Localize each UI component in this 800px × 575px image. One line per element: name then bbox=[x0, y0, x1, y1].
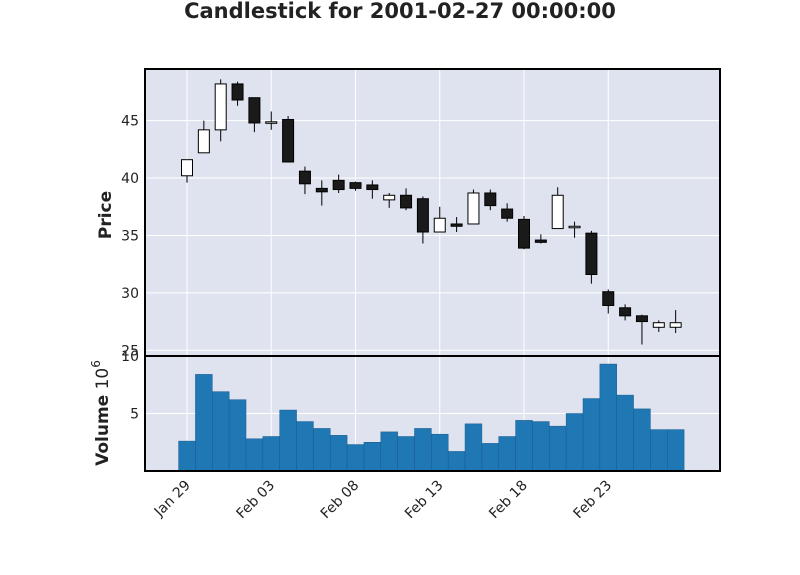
candle-body bbox=[416, 198, 429, 233]
volume-bar bbox=[431, 433, 449, 472]
volume-bar bbox=[582, 398, 601, 472]
candle-body bbox=[248, 97, 261, 124]
volume-bar bbox=[532, 421, 550, 472]
x-tick-label: Feb 18 bbox=[486, 478, 531, 523]
candle-body bbox=[467, 192, 480, 225]
volume-panel-border bbox=[144, 355, 721, 472]
x-tick-label: Jan 29 bbox=[151, 478, 194, 521]
volume-bar bbox=[195, 374, 213, 472]
price-axis-label: Price bbox=[96, 191, 116, 239]
candle-body bbox=[585, 232, 598, 275]
volume-bar bbox=[481, 443, 499, 472]
candle-body bbox=[332, 179, 345, 191]
volume-tick-label: 5 bbox=[130, 407, 139, 423]
x-tick-label: Feb 23 bbox=[570, 478, 615, 523]
candle-body bbox=[181, 159, 193, 177]
chart-title: Candlestick for 2001-02-27 00:00:00 bbox=[184, 0, 616, 23]
candle-body bbox=[669, 322, 682, 328]
price-tick-label: 40 bbox=[121, 171, 139, 187]
candle-body bbox=[349, 182, 362, 189]
candle-body bbox=[501, 208, 514, 219]
x-tick-label: Feb 03 bbox=[233, 478, 278, 523]
candle-body bbox=[619, 307, 632, 317]
candle-body bbox=[652, 322, 665, 328]
candle-body bbox=[602, 291, 615, 306]
candle-body bbox=[231, 83, 244, 101]
volume-bar bbox=[279, 409, 297, 472]
price-ticks: 25 30 35 40 45 bbox=[121, 114, 139, 360]
volume-bar bbox=[515, 420, 533, 472]
candle-body bbox=[282, 119, 295, 163]
volume-bar bbox=[178, 440, 196, 472]
volume-bar bbox=[380, 431, 398, 472]
volume-bar bbox=[599, 363, 617, 472]
volume-axis-multiplier: 10 bbox=[93, 368, 113, 390]
x-tick-label: Feb 08 bbox=[318, 478, 363, 523]
volume-bar bbox=[549, 425, 567, 472]
volume-bar bbox=[212, 391, 230, 472]
candle-body bbox=[366, 184, 379, 191]
volume-tick-label: 10 bbox=[121, 349, 139, 365]
price-panel bbox=[145, 69, 720, 356]
volume-bar bbox=[498, 436, 516, 472]
volume-bar bbox=[346, 444, 365, 472]
volume-bar bbox=[313, 428, 331, 472]
volume-axis-label: Volume 106 bbox=[89, 360, 113, 466]
volume-bar bbox=[262, 436, 280, 472]
price-tick-label: 25 bbox=[121, 343, 139, 359]
volume-bar bbox=[245, 438, 264, 472]
price-tick-label: 35 bbox=[121, 228, 139, 244]
candle-body bbox=[433, 217, 446, 233]
candle-body bbox=[214, 83, 227, 131]
x-tick-label: Feb 13 bbox=[402, 478, 447, 523]
volume-bar bbox=[650, 429, 668, 472]
volume-bar bbox=[363, 442, 382, 472]
candle-body bbox=[265, 121, 278, 124]
price-grid bbox=[145, 69, 720, 356]
volume-bar bbox=[633, 408, 651, 472]
x-ticks: Jan 29 Feb 03 Feb 08 Feb 13 Feb 18 Feb 23 bbox=[151, 478, 615, 523]
price-tick-label: 30 bbox=[121, 286, 139, 302]
volume-bar bbox=[296, 421, 314, 472]
volume-axis-label-text: Volume bbox=[93, 395, 113, 466]
candle-body bbox=[568, 225, 581, 229]
volume-bar bbox=[414, 428, 432, 472]
candle-body bbox=[450, 223, 463, 227]
candle-body bbox=[534, 239, 547, 243]
candle-body bbox=[315, 187, 328, 193]
volume-bar bbox=[330, 435, 348, 472]
volume-bar bbox=[464, 423, 483, 472]
candle-body bbox=[551, 194, 564, 230]
candle-body bbox=[298, 170, 311, 185]
candle-body bbox=[518, 218, 530, 249]
volume-axis-exponent: 6 bbox=[89, 360, 103, 368]
volume-bar bbox=[667, 429, 685, 472]
candle-body bbox=[197, 129, 210, 154]
volume-bar bbox=[616, 394, 634, 472]
volume-bar bbox=[565, 413, 584, 472]
candle-body bbox=[383, 194, 396, 201]
volume-bar bbox=[397, 436, 415, 472]
candle-body bbox=[400, 194, 413, 209]
candles bbox=[181, 79, 682, 345]
volume-ticks: 5 10 bbox=[121, 349, 139, 423]
candle-body bbox=[484, 192, 497, 207]
candle-body bbox=[635, 315, 648, 323]
price-tick-label: 45 bbox=[121, 114, 139, 130]
volume-bar bbox=[228, 399, 247, 472]
volume-bar bbox=[447, 451, 466, 472]
